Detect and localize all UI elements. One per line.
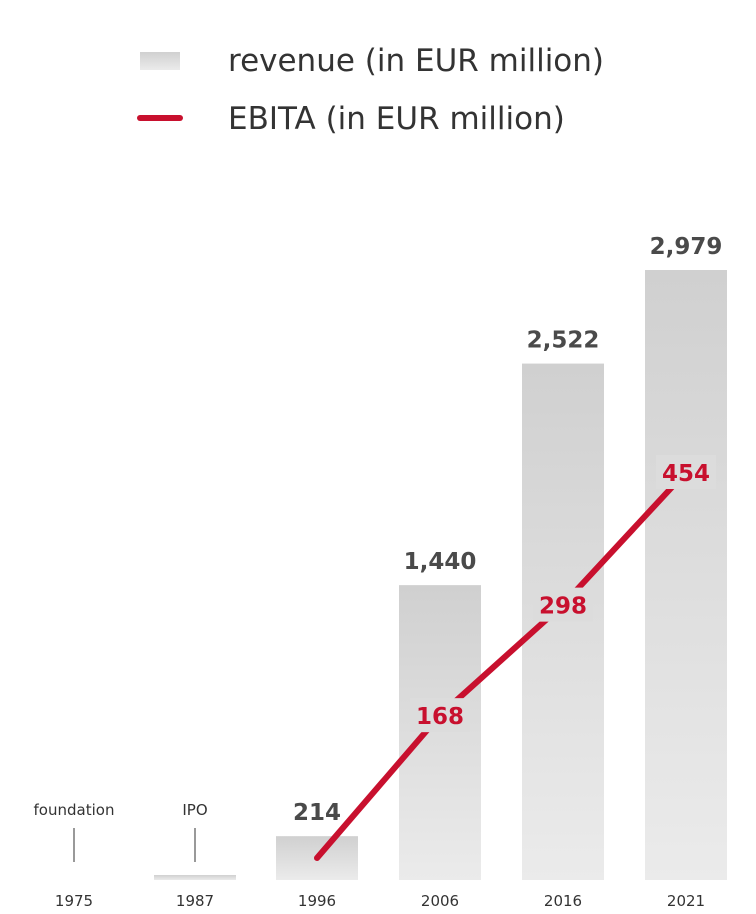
x-tick-label: 1996: [298, 892, 336, 910]
x-tick-label: 1975: [55, 892, 93, 910]
revenue-value-label: 2,979: [650, 234, 723, 260]
event-label: foundation: [34, 801, 115, 819]
x-tick-label: 1987: [176, 892, 214, 910]
legend-ebita-label: EBITA (in EUR million): [228, 101, 565, 137]
ebita-value-label: 454: [662, 461, 710, 487]
ebita-line-layer: [314, 469, 689, 861]
value-labels: 214 1,440 2,522 2,979 168 298 454: [293, 234, 722, 826]
revenue-bar-2016: [522, 363, 604, 880]
ebita-label-backdrop: [656, 455, 716, 489]
ebita-value-label: 298: [539, 594, 587, 620]
legend: revenue (in EUR million) EBITA (in EUR m…: [137, 43, 604, 137]
revenue-bar-2006: [399, 585, 481, 880]
event-label: IPO: [182, 801, 207, 819]
x-tick-label: 2016: [544, 892, 582, 910]
revenue-value-label: 2,522: [527, 328, 600, 354]
ebita-value-label: 168: [416, 704, 464, 730]
legend-revenue-swatch: [140, 52, 180, 70]
revenue-bars: [154, 270, 727, 880]
event-annotations: foundation IPO: [34, 801, 208, 862]
revenue-bar-2021: [645, 270, 727, 880]
x-axis-ticks: 1975 1987 1996 2006 2016 2021: [55, 892, 705, 910]
revenue-value-label: 214: [293, 800, 341, 826]
ebita-label-backdrop: [533, 587, 593, 622]
x-tick-label: 2021: [667, 892, 705, 910]
x-tick-label: 2006: [421, 892, 459, 910]
revenue-bar-1987: [154, 875, 236, 880]
ebita-label-backdrop: [410, 698, 470, 733]
ebita-line: [314, 469, 689, 861]
legend-revenue-label: revenue (in EUR million): [228, 43, 604, 79]
revenue-value-label: 1,440: [404, 549, 477, 575]
